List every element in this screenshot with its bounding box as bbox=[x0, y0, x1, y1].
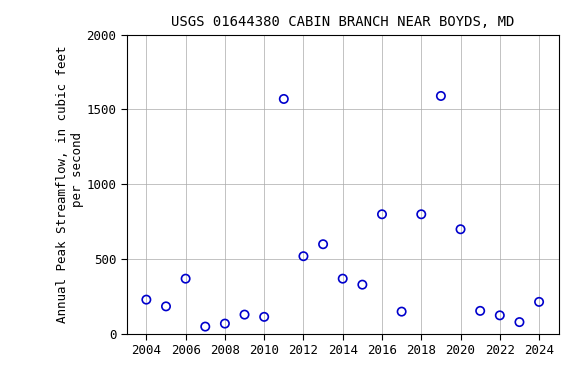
Point bbox=[535, 299, 544, 305]
Point bbox=[436, 93, 445, 99]
Point bbox=[220, 321, 229, 327]
Title: USGS 01644380 CABIN BRANCH NEAR BOYDS, MD: USGS 01644380 CABIN BRANCH NEAR BOYDS, M… bbox=[171, 15, 514, 29]
Point bbox=[397, 309, 406, 315]
Point bbox=[416, 211, 426, 217]
Point bbox=[515, 319, 524, 325]
Point bbox=[338, 276, 347, 282]
Point bbox=[377, 211, 386, 217]
Point bbox=[240, 311, 249, 318]
Point bbox=[142, 296, 151, 303]
Point bbox=[200, 323, 210, 329]
Point bbox=[161, 303, 170, 310]
Point bbox=[476, 308, 485, 314]
Point bbox=[495, 312, 505, 318]
Point bbox=[279, 96, 289, 102]
Point bbox=[299, 253, 308, 259]
Point bbox=[260, 314, 269, 320]
Point bbox=[181, 276, 190, 282]
Y-axis label: Annual Peak Streamflow, in cubic feet
    per second: Annual Peak Streamflow, in cubic feet pe… bbox=[55, 46, 84, 323]
Point bbox=[456, 226, 465, 232]
Point bbox=[319, 241, 328, 247]
Point bbox=[358, 281, 367, 288]
